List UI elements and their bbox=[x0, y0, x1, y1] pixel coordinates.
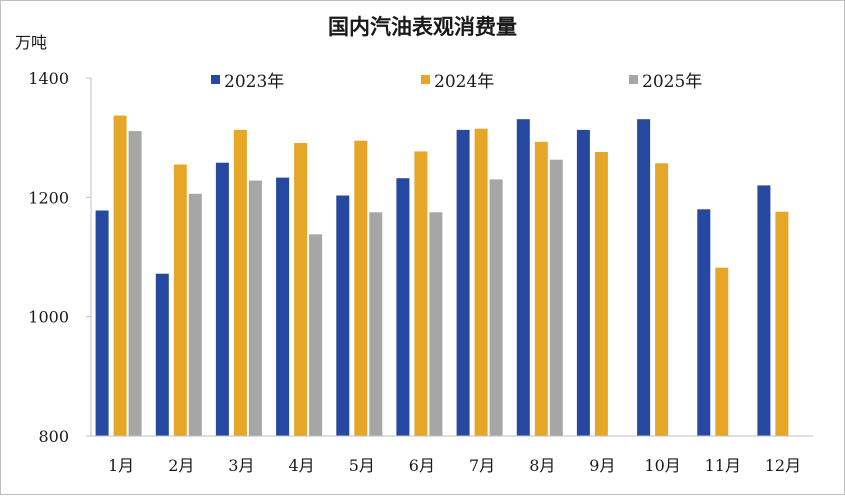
bar-2024年-8月 bbox=[534, 141, 548, 437]
x-tick-label: 5月 bbox=[349, 456, 375, 475]
bar-2024年-10月 bbox=[655, 163, 669, 437]
x-tick-label: 10月 bbox=[644, 456, 680, 475]
bar-2023年-12月 bbox=[757, 185, 771, 436]
bar-2023年-4月 bbox=[276, 177, 290, 436]
bar-2025年-1月 bbox=[128, 131, 142, 436]
x-tick-label: 8月 bbox=[529, 456, 555, 475]
bar-2023年-5月 bbox=[336, 195, 350, 436]
bar-2023年-11月 bbox=[697, 209, 711, 436]
x-tick-label: 9月 bbox=[589, 456, 615, 475]
bar-group bbox=[95, 115, 789, 437]
chart-legend: 2023年 2024年 2025年 bbox=[1, 67, 845, 92]
bar-2023年-2月 bbox=[155, 273, 169, 436]
bar-2023年-3月 bbox=[215, 162, 229, 436]
legend-item-2023: 2023年 bbox=[211, 67, 284, 92]
bar-2025年-2月 bbox=[188, 193, 202, 436]
bar-2023年-7月 bbox=[456, 129, 470, 436]
bar-2023年-8月 bbox=[516, 119, 530, 436]
bar-2024年-1月 bbox=[113, 115, 127, 436]
x-tick-label: 6月 bbox=[409, 456, 435, 475]
x-tick-label: 3月 bbox=[228, 456, 254, 475]
bar-2023年-1月 bbox=[95, 210, 109, 436]
bar-2024年-4月 bbox=[294, 143, 308, 436]
x-axis: 1月 2月 3月 4月 5月 6月 7月 8月 9月 10月 11月 12月 bbox=[91, 435, 813, 475]
x-tick-label: 2月 bbox=[168, 456, 194, 475]
legend-swatch-2024 bbox=[421, 75, 430, 84]
legend-label-2023: 2023年 bbox=[224, 72, 285, 92]
bar-2025年-6月 bbox=[429, 212, 443, 437]
bar-2024年-3月 bbox=[233, 129, 247, 436]
bar-2025年-4月 bbox=[309, 234, 323, 436]
x-tick-label: 12月 bbox=[765, 456, 801, 475]
y-tick-label: 800 bbox=[38, 427, 69, 446]
x-tick-label: 11月 bbox=[705, 456, 741, 475]
bar-2025年-8月 bbox=[549, 159, 563, 436]
y-tick-label: 1400 bbox=[28, 69, 69, 88]
bar-2023年-6月 bbox=[396, 178, 410, 436]
legend-swatch-2023 bbox=[211, 75, 220, 84]
bar-2023年-10月 bbox=[637, 119, 651, 436]
chart-title: 国内汽油表观消费量 bbox=[328, 14, 517, 39]
bar-2024年-9月 bbox=[594, 152, 608, 436]
bar-2025年-7月 bbox=[489, 179, 503, 436]
y-axis: 800 1000 1200 1400 bbox=[28, 69, 92, 446]
bar-2024年-5月 bbox=[354, 140, 368, 436]
y-tick-label: 1200 bbox=[28, 188, 69, 207]
y-tick-label: 1000 bbox=[28, 308, 69, 327]
bar-2024年-2月 bbox=[173, 164, 187, 436]
bar-2023年-9月 bbox=[576, 129, 590, 436]
x-tick-label: 1月 bbox=[108, 456, 134, 475]
y-axis-unit-label: 万吨 bbox=[15, 33, 48, 52]
legend-item-2025: 2025年 bbox=[629, 67, 702, 92]
legend-label-2024: 2024年 bbox=[434, 72, 495, 92]
bar-2024年-12月 bbox=[775, 211, 789, 436]
x-tick-label: 4月 bbox=[289, 456, 315, 475]
bar-2025年-3月 bbox=[248, 180, 262, 436]
x-tick-label: 7月 bbox=[469, 456, 495, 475]
bar-2024年-6月 bbox=[414, 151, 428, 436]
legend-label-2025: 2025年 bbox=[642, 72, 703, 92]
bar-2024年-7月 bbox=[474, 128, 488, 436]
legend-item-2024: 2024年 bbox=[421, 67, 494, 92]
bar-2024年-11月 bbox=[715, 267, 729, 436]
bar-2025年-5月 bbox=[369, 212, 383, 437]
legend-swatch-2025 bbox=[629, 75, 638, 84]
